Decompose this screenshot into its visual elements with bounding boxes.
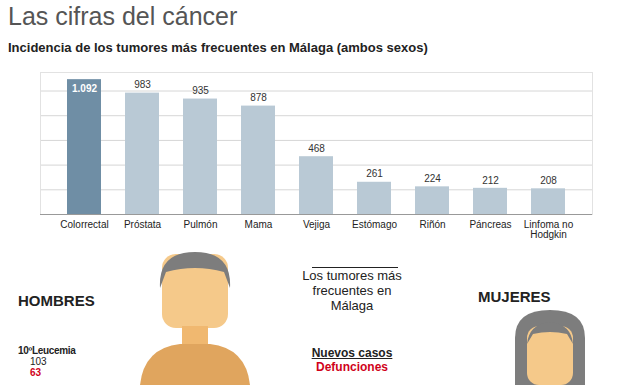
- svg-text:261: 261: [366, 168, 383, 179]
- html-text:63: 63: [30, 367, 42, 378]
- html-text:10ºLeucemia: 10ºLeucemia: [18, 345, 76, 356]
- svg-text:935: 935: [192, 85, 209, 96]
- html-text:Incidencia de los tumores más: Incidencia de los tumores más frecuentes…: [8, 40, 428, 55]
- html-text:Las cifras del cáncer: Las cifras del cáncer: [8, 2, 238, 30]
- svg-text:Próstata: Próstata: [124, 219, 162, 230]
- html-text:Nuevos casos: Nuevos casos: [311, 346, 393, 360]
- svg-text:224: 224: [424, 173, 441, 184]
- svg-text:212: 212: [482, 175, 499, 186]
- html-text:MUJERES: MUJERES: [478, 288, 551, 305]
- svg-text:Vejiga: Vejiga: [303, 219, 331, 230]
- svg-text:Linfoma noHodgkin: Linfoma noHodgkin: [524, 219, 574, 240]
- svg-text:878: 878: [250, 92, 267, 103]
- svg-text:Pulmón: Pulmón: [184, 219, 218, 230]
- svg-text:Mama: Mama: [245, 219, 273, 230]
- html-text:103: 103: [30, 356, 47, 367]
- svg-text:Páncreas: Páncreas: [469, 219, 511, 230]
- svg-text:983: 983: [134, 79, 151, 90]
- svg-text:Riñón: Riñón: [419, 219, 445, 230]
- svg-text:468: 468: [308, 143, 325, 154]
- svg-text:1.092: 1.092: [72, 83, 97, 94]
- svg-text:208: 208: [540, 175, 557, 186]
- html-text:Defunciones: Defunciones: [316, 360, 388, 374]
- html-text:HOMBRES: HOMBRES: [18, 292, 95, 309]
- svg-text:Colorrectal: Colorrectal: [60, 219, 108, 230]
- svg-text:Estómago: Estómago: [352, 219, 397, 230]
- html-text:Los tumores más frecuentes en: Los tumores más frecuentes en Málaga: [302, 268, 402, 313]
